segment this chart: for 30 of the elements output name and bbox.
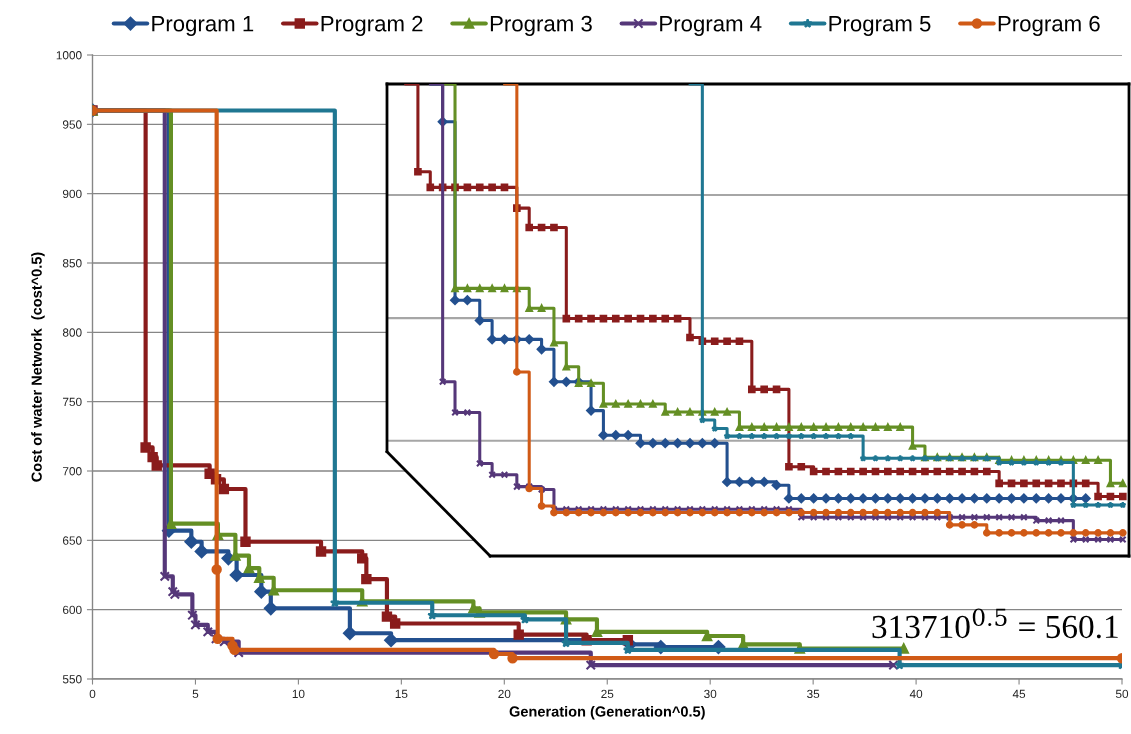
legend-label: Program 4 bbox=[660, 16, 762, 36]
x-tick-label: 40 bbox=[909, 689, 923, 699]
x-tick-label: 45 bbox=[1012, 689, 1026, 699]
x-tick-label: 0 bbox=[89, 689, 96, 699]
y-tick-label: 650 bbox=[62, 536, 82, 545]
legend-label: Program 2 bbox=[321, 15, 423, 36]
x-tick-label: 10 bbox=[292, 689, 305, 699]
x-tick-label: 30 bbox=[704, 689, 717, 699]
x-tick-label: 25 bbox=[601, 689, 614, 699]
y-tick-label: 700 bbox=[62, 467, 82, 476]
x-tick-label: 35 bbox=[807, 689, 820, 699]
y-tick-label: 800 bbox=[62, 328, 82, 337]
y-tick-label: 850 bbox=[62, 259, 82, 268]
y-tick-label: 950 bbox=[62, 120, 82, 129]
y-tick-label: 600 bbox=[62, 605, 82, 615]
y-tick-label: 750 bbox=[62, 397, 82, 407]
annotation: 313710$^{0.5}$ = 560.1 bbox=[872, 608, 1118, 639]
x-axis-title: Generation (Generation^0.5) bbox=[509, 705, 705, 720]
x-tick-label: 20 bbox=[498, 689, 511, 699]
x-tick-label: 50 bbox=[1115, 689, 1129, 699]
y-axis-title: Cost of water Network (cost^0.5) bbox=[31, 252, 45, 482]
legend-label: Program 1 bbox=[152, 16, 254, 36]
x-tick-label: 15 bbox=[395, 689, 408, 699]
x-tick-label: 5 bbox=[192, 689, 199, 699]
legend-label: Program 5 bbox=[829, 16, 931, 36]
y-tick-label: 900 bbox=[62, 189, 82, 199]
legend-label: Program 3 bbox=[490, 15, 592, 36]
y-tick-label: 550 bbox=[62, 675, 82, 684]
y-tick-label: 1000 bbox=[56, 51, 82, 60]
legend-label: Program 6 bbox=[998, 15, 1100, 36]
